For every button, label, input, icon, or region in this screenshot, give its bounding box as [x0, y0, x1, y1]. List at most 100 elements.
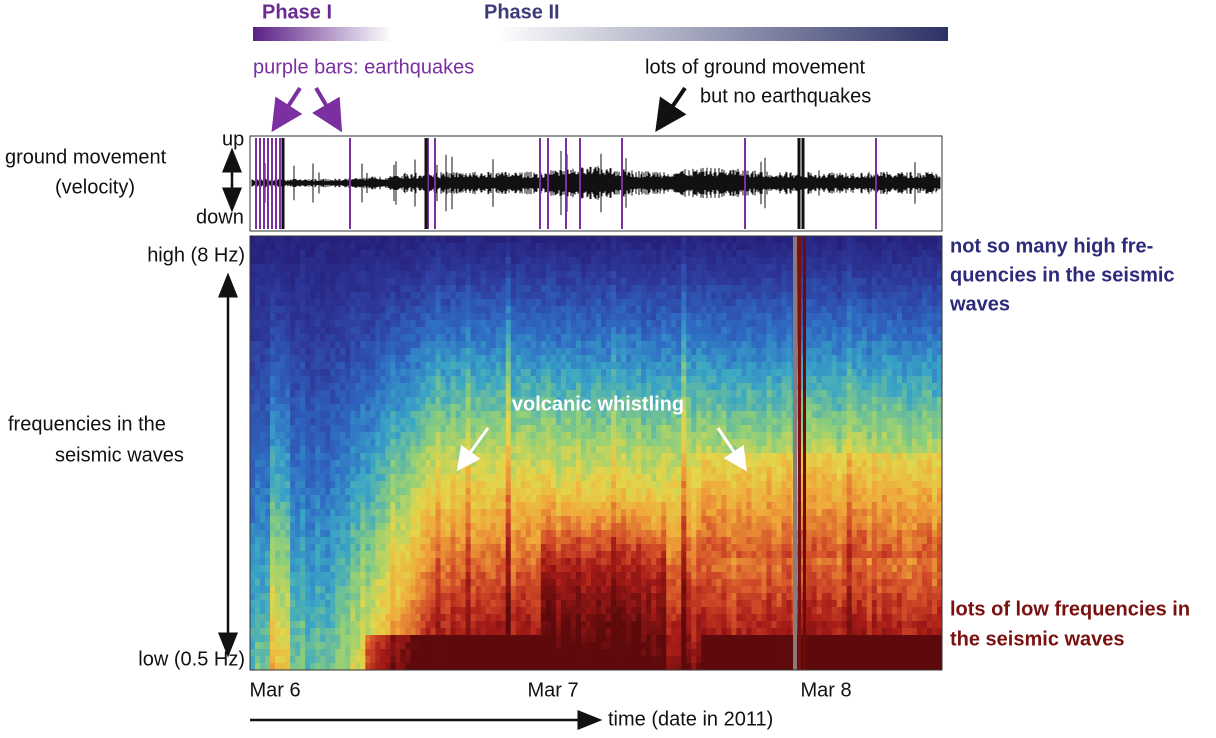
spectrogram-cell — [505, 621, 512, 629]
spectrogram-cell — [260, 607, 266, 615]
spectrogram-cell — [480, 593, 487, 601]
spectrogram-cell — [260, 404, 266, 412]
spectrogram-cell — [315, 593, 321, 601]
spectrogram-cell — [465, 516, 472, 524]
spectrogram-cell — [310, 362, 316, 370]
spectrogram-cell — [310, 236, 316, 244]
spectrogram-cell — [440, 614, 446, 622]
spectrogram-cell — [345, 411, 351, 419]
spectrogram-cell — [345, 376, 351, 384]
spectrogram-cell — [330, 292, 336, 300]
spectrogram-cell — [545, 446, 552, 454]
spectrogram-cell — [380, 299, 386, 307]
spectrogram-cell — [315, 418, 321, 426]
spectrogram-cell — [450, 572, 456, 580]
spectrogram-cell — [405, 418, 411, 426]
spectrogram-cell — [430, 369, 436, 377]
spectrogram-cell — [360, 250, 366, 258]
spectrogram-cell — [510, 516, 517, 524]
spectrogram-cell — [565, 376, 572, 384]
spectrogram-cell — [335, 656, 341, 664]
spectrogram-cell — [480, 257, 487, 265]
spectrogram-cell — [631, 579, 637, 587]
spectrogram-cell — [370, 516, 376, 524]
spectrogram-cell — [545, 607, 552, 615]
spectrogram-cell — [320, 362, 326, 370]
spectrogram-cell — [395, 481, 401, 489]
spectrogram-cell — [515, 642, 522, 650]
spectrogram-cell — [380, 516, 386, 524]
spectrogram-cell — [450, 635, 456, 643]
spectrogram-cell — [535, 390, 542, 398]
spectrogram-cell — [275, 320, 281, 328]
spectrogram-cell — [370, 418, 376, 426]
spectrogram-cell — [405, 607, 411, 615]
spectrogram-cell — [465, 362, 472, 370]
spectrogram-cell — [300, 369, 306, 377]
spectrogram-cell — [510, 334, 517, 342]
spectrogram-cell — [285, 509, 291, 517]
spectrogram-cell — [470, 285, 477, 293]
spectrogram-cell — [641, 586, 647, 594]
spectrogram-cell — [570, 453, 577, 461]
spectrogram-cell — [305, 348, 311, 356]
spectrogram-cell — [270, 656, 276, 664]
spectrogram-cell — [430, 432, 436, 440]
spectrogram-cell — [365, 432, 371, 440]
spectrogram-cell — [636, 621, 642, 629]
spectrogram-cell — [415, 418, 421, 426]
spectrogram-cell — [565, 404, 572, 412]
spectrogram-cell — [435, 313, 441, 321]
spectrogram-cell — [550, 572, 557, 580]
spectrogram-cell — [295, 271, 301, 279]
spectrogram-cell — [475, 558, 482, 566]
spectrogram-cell — [295, 502, 301, 510]
spectrogram-cell — [455, 313, 461, 321]
spectrogram-cell — [460, 327, 467, 335]
spectrogram-cell — [255, 446, 261, 454]
spectrogram-cell — [641, 334, 647, 342]
spectrogram-cell — [606, 544, 612, 552]
spectrogram-cell — [400, 488, 406, 496]
spectrogram-cell — [380, 418, 386, 426]
spectrogram-cell — [290, 558, 296, 566]
spectrogram-cell — [265, 467, 271, 475]
spectrogram-cell — [596, 369, 602, 377]
spectrogram-cell — [440, 397, 446, 405]
spectrogram-cell — [390, 607, 396, 615]
spectrogram-cell — [430, 418, 436, 426]
spectrogram-cell — [250, 446, 256, 454]
spectrogram-cell — [535, 299, 542, 307]
spectrogram-cell — [255, 306, 261, 314]
spectrogram-cell — [480, 369, 487, 377]
spectrogram-cell — [360, 586, 366, 594]
spectrogram-cell — [440, 621, 446, 629]
spectrogram-cell — [275, 453, 281, 461]
spectrogram-cell — [415, 411, 421, 419]
spectrogram-cell — [626, 383, 632, 391]
spectrogram-cell — [505, 474, 512, 482]
spectrogram-cell — [616, 299, 622, 307]
spectrogram-cell — [480, 334, 487, 342]
spectrogram-cell — [485, 509, 492, 517]
spectrogram-cell — [280, 530, 286, 538]
spectrogram-cell — [641, 488, 647, 496]
spectrogram-cell — [636, 397, 642, 405]
spectrogram-cell — [455, 376, 461, 384]
spectrogram-cell — [315, 614, 321, 622]
spectrogram-cell — [560, 565, 567, 573]
spectrogram-cell — [300, 453, 306, 461]
spectrogram-cell — [345, 271, 351, 279]
spectrogram-cell — [646, 313, 652, 321]
spectrogram-cell — [260, 278, 266, 286]
spectrogram-cell — [400, 537, 406, 545]
spectrogram-cell — [380, 523, 386, 531]
spectrogram-cell — [270, 488, 276, 496]
spectrogram-cell — [545, 467, 552, 475]
spectrogram-cell — [420, 404, 426, 412]
spectrogram-cell — [290, 299, 296, 307]
spectrogram-cell — [395, 663, 401, 671]
spectrogram-cell — [510, 628, 517, 636]
spectrogram-cell — [335, 481, 341, 489]
spectrogram-cell — [390, 565, 396, 573]
